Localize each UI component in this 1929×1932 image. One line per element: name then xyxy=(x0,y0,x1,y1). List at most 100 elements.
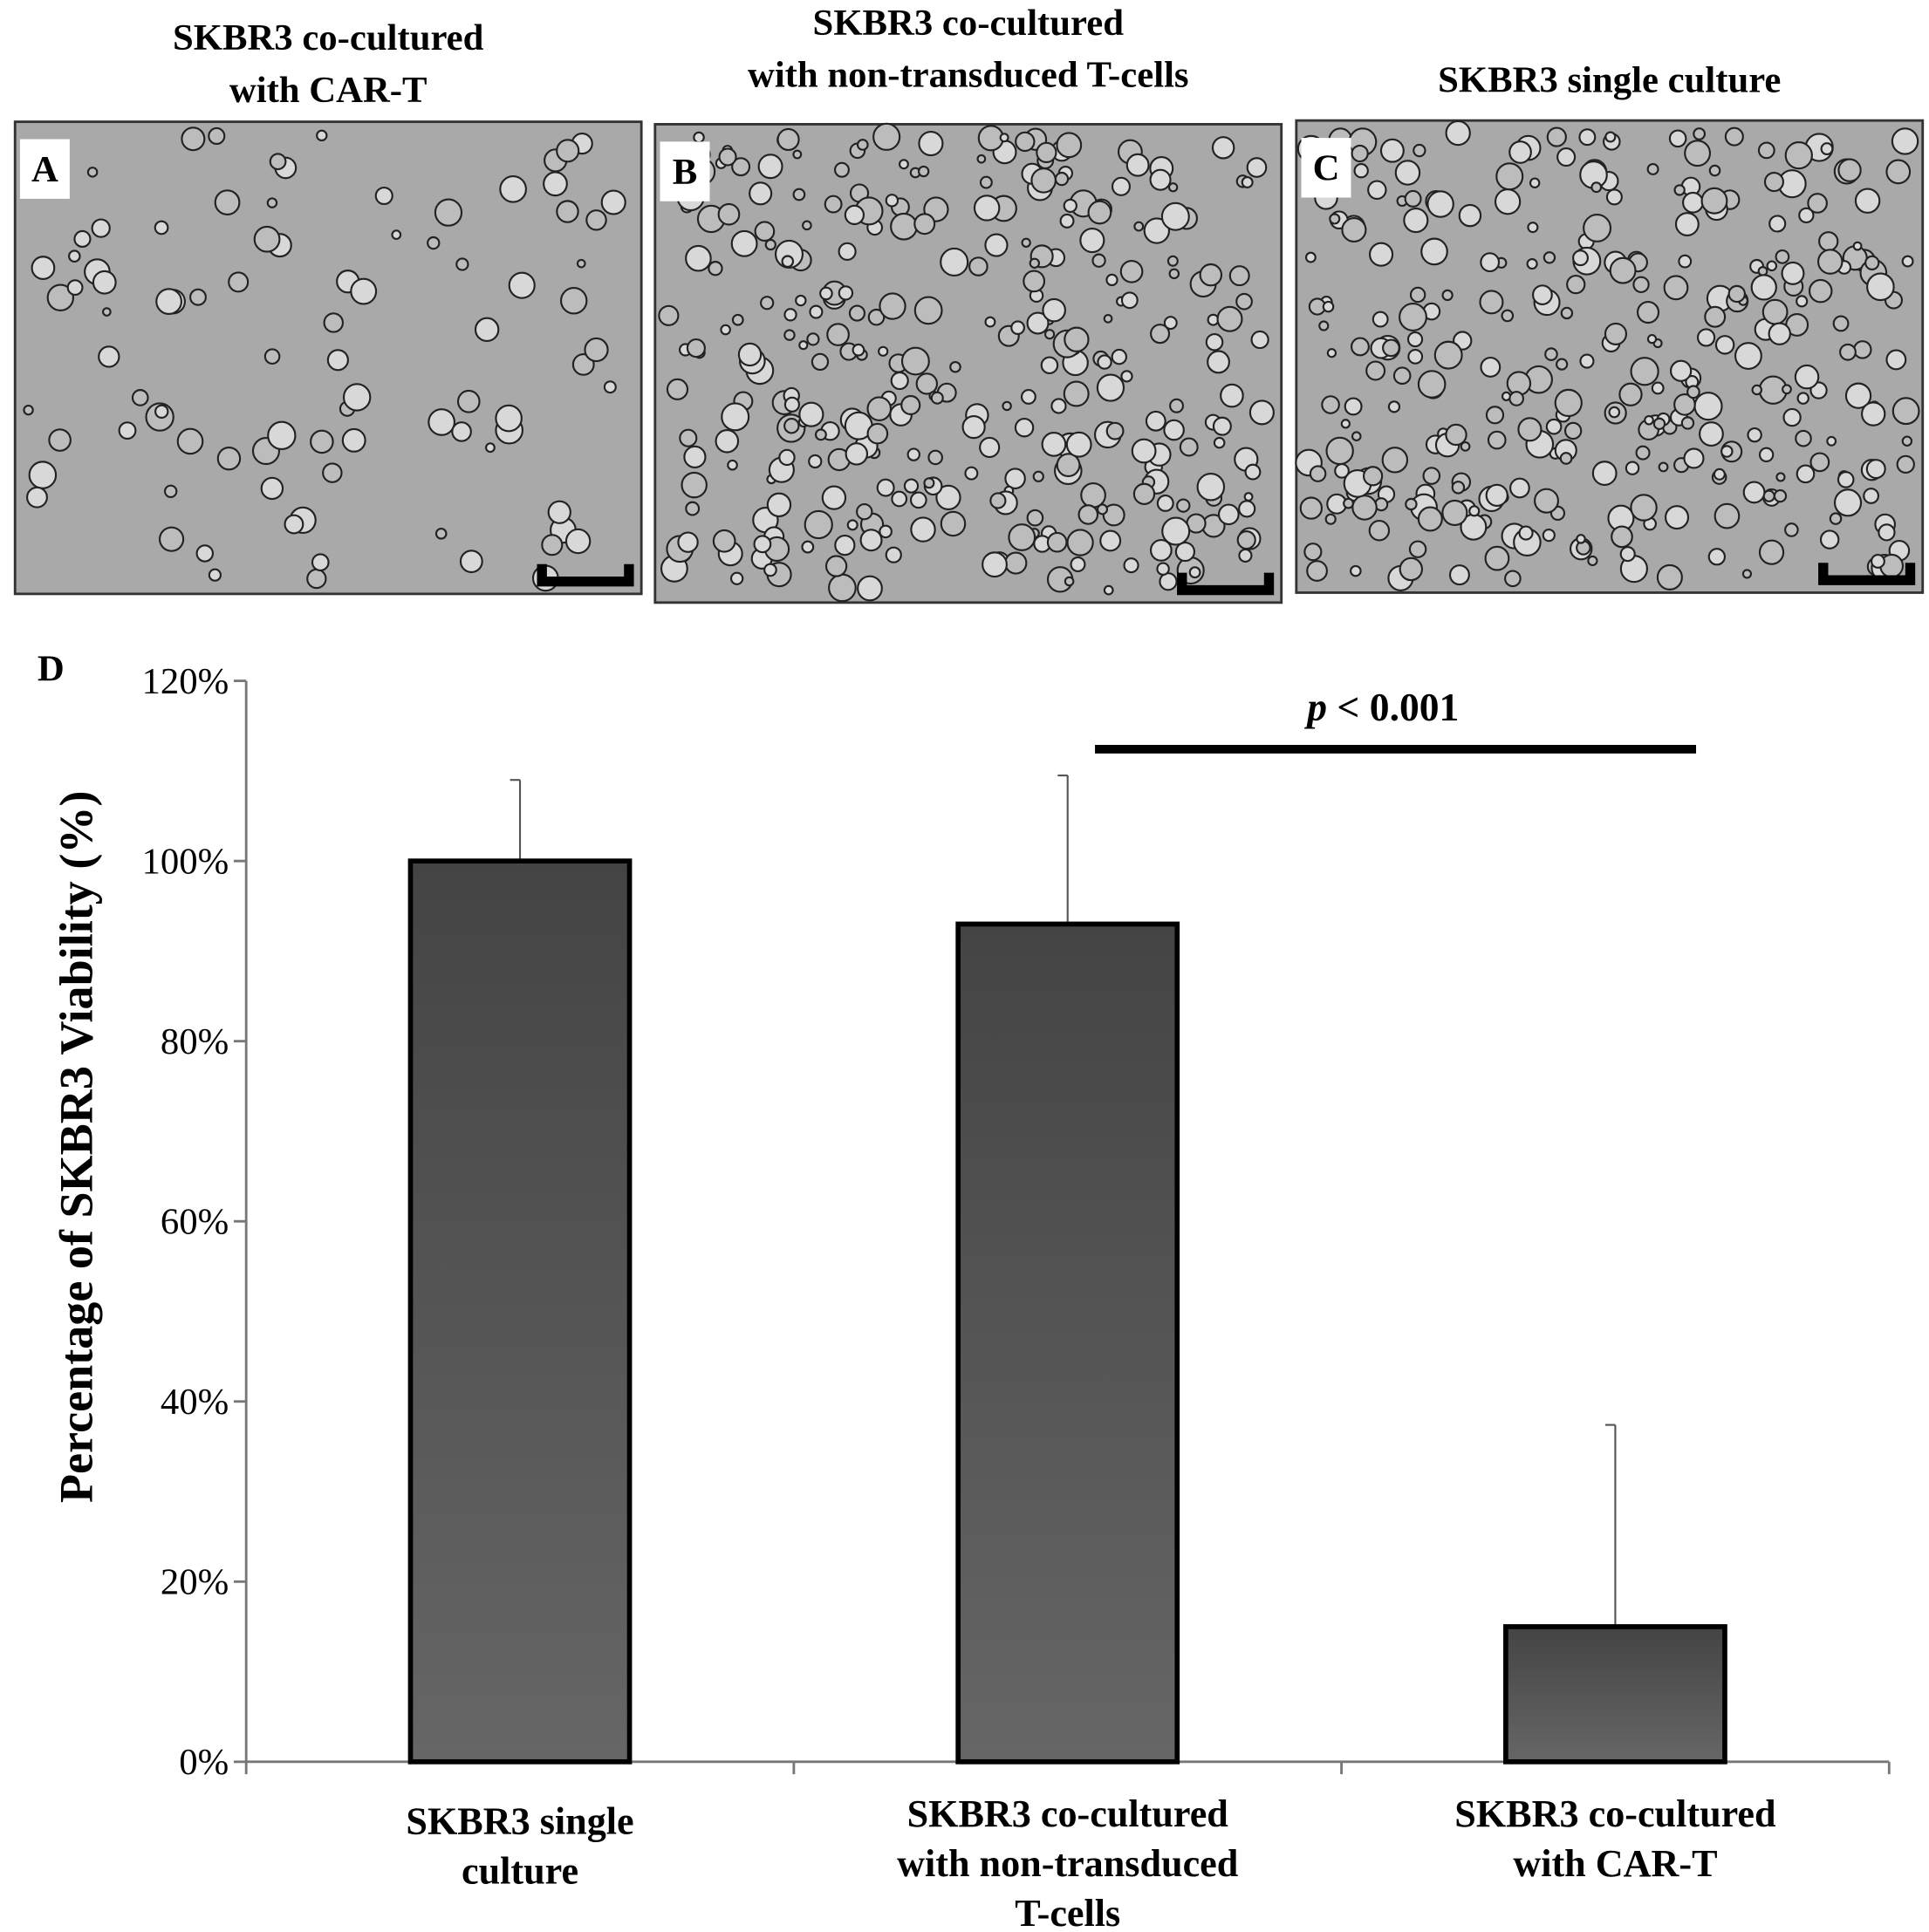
cell xyxy=(1340,419,1351,429)
cell xyxy=(131,389,149,406)
cell xyxy=(1365,360,1386,381)
cell xyxy=(1063,380,1090,407)
panel-label: D xyxy=(38,649,65,690)
cell xyxy=(559,286,588,315)
cell xyxy=(1796,464,1816,484)
cell xyxy=(1002,400,1012,412)
cell xyxy=(1149,168,1172,191)
cell xyxy=(1458,203,1482,228)
cell xyxy=(1579,353,1595,369)
cell xyxy=(872,122,901,151)
cell xyxy=(1399,303,1427,331)
cell xyxy=(1683,447,1705,469)
cell xyxy=(1758,447,1775,463)
cell xyxy=(806,332,820,346)
cell xyxy=(1426,190,1454,218)
cell xyxy=(1508,391,1524,406)
cell xyxy=(1693,127,1707,140)
cell xyxy=(1651,381,1665,395)
cell xyxy=(1560,306,1574,320)
cell xyxy=(1487,430,1507,450)
cell xyxy=(1591,461,1618,486)
cell xyxy=(961,414,986,440)
cell xyxy=(783,329,796,341)
cell xyxy=(1248,399,1275,426)
cell xyxy=(1032,470,1044,482)
cell xyxy=(890,371,909,391)
cell xyxy=(1030,167,1057,194)
cell xyxy=(1678,254,1693,269)
cell xyxy=(1704,305,1727,328)
cell xyxy=(1864,255,1880,270)
cell xyxy=(1159,572,1178,591)
cell xyxy=(374,186,393,206)
cell xyxy=(1652,417,1666,431)
cell xyxy=(1795,429,1812,447)
cell xyxy=(737,342,763,367)
cell xyxy=(1448,564,1470,586)
cell xyxy=(1673,393,1696,416)
cell xyxy=(1329,213,1341,225)
cell xyxy=(1820,142,1834,156)
x-tick-label: with non-transduced xyxy=(897,1842,1239,1885)
cell xyxy=(1782,407,1802,427)
cell xyxy=(1166,255,1179,267)
cell xyxy=(216,447,242,471)
cell xyxy=(66,279,84,297)
cell xyxy=(1504,570,1522,588)
cell xyxy=(1362,466,1384,487)
cell xyxy=(1636,300,1660,324)
cell xyxy=(495,404,523,433)
cell xyxy=(1216,305,1243,332)
cell xyxy=(1829,512,1843,525)
cell xyxy=(1079,228,1105,254)
cell xyxy=(834,534,856,556)
cell xyxy=(1885,349,1907,371)
cell xyxy=(685,244,712,272)
cell xyxy=(1460,441,1471,452)
cell xyxy=(1014,418,1035,438)
cell xyxy=(1036,141,1057,164)
cell xyxy=(685,501,701,516)
cell xyxy=(1646,162,1659,175)
cell xyxy=(867,308,886,326)
cell xyxy=(1077,504,1099,525)
cell xyxy=(1885,159,1912,185)
cell xyxy=(846,519,858,531)
cell xyxy=(1394,160,1421,186)
significance-label: p < 0.001 xyxy=(1303,685,1459,729)
cell xyxy=(181,126,206,152)
cell xyxy=(1480,357,1501,378)
cell xyxy=(686,338,706,358)
cell xyxy=(1611,525,1633,549)
cell xyxy=(1379,138,1405,163)
p-symbol: p xyxy=(1303,685,1327,729)
cell xyxy=(783,418,800,434)
cell xyxy=(1604,131,1617,143)
cell xyxy=(1673,184,1686,196)
cell xyxy=(1625,461,1640,475)
cell xyxy=(1819,529,1840,550)
cell xyxy=(1784,522,1799,537)
cell xyxy=(1878,523,1896,542)
cell xyxy=(890,212,918,241)
cell xyxy=(459,550,483,574)
y-tick-label: 0% xyxy=(179,1742,229,1783)
cell xyxy=(1556,358,1569,371)
cell xyxy=(1761,298,1789,325)
cell xyxy=(208,126,226,146)
cell xyxy=(1407,348,1424,365)
cell xyxy=(1901,435,1913,447)
cell xyxy=(1381,447,1409,474)
cell xyxy=(1853,340,1872,359)
cell xyxy=(1495,162,1524,191)
cell xyxy=(1409,286,1426,304)
cell xyxy=(228,271,250,293)
cell xyxy=(427,236,441,250)
scale-bar xyxy=(1177,572,1275,596)
cell xyxy=(927,449,943,466)
cell xyxy=(973,195,1001,222)
cell xyxy=(1563,421,1583,440)
cell xyxy=(1392,366,1412,386)
cell xyxy=(1775,249,1790,264)
